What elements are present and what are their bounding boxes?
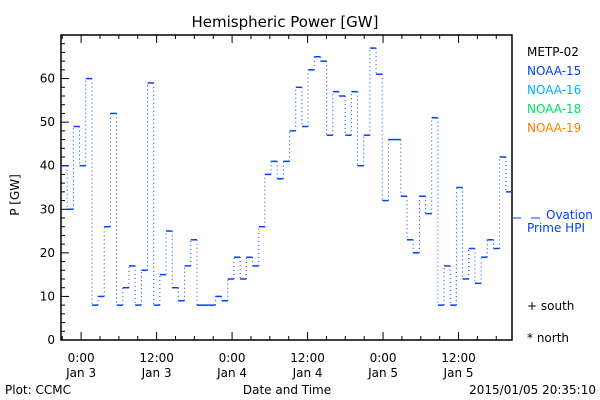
legend-item: METP-02 — [527, 45, 579, 59]
y-tick-label: 10 — [40, 289, 55, 303]
x-axis-label: Date and Time — [243, 383, 331, 397]
footer-credit: Plot: CCMC — [5, 383, 71, 397]
y-tick-label: 50 — [40, 115, 55, 129]
x-tick-label: 0:00 — [370, 351, 397, 365]
ovation-label-2: Prime HPI — [527, 221, 585, 235]
x-tick-date: Jan 5 — [443, 366, 474, 380]
x-tick-date: Jan 3 — [65, 366, 96, 380]
x-tick-date: Jan 3 — [141, 366, 172, 380]
x-tick-label: 12:00 — [290, 351, 325, 365]
legend-item: NOAA-15 — [527, 64, 581, 78]
south-marker-label: + south — [527, 299, 574, 313]
y-tick-label: 0 — [47, 333, 55, 347]
x-tick-label: 12:00 — [441, 351, 476, 365]
legend-item: NOAA-19 — [527, 121, 581, 135]
north-marker-label: * north — [527, 331, 569, 345]
footer-timestamp: 2015/01/05 20:35:10 — [469, 383, 596, 397]
legend-item: NOAA-18 — [527, 102, 581, 116]
y-axis-label: P [GW] — [8, 174, 22, 216]
chart-title: Hemispheric Power [GW] — [192, 13, 379, 31]
y-tick-label: 40 — [40, 159, 55, 173]
y-tick-label: 30 — [40, 202, 55, 216]
legend-item: NOAA-16 — [527, 83, 581, 97]
x-tick-label: 0:00 — [68, 351, 95, 365]
x-tick-label: 12:00 — [139, 351, 174, 365]
plot-frame — [60, 34, 513, 341]
ovation-label: Ovation — [546, 208, 593, 222]
y-tick-label: 60 — [40, 72, 55, 86]
x-tick-label: 0:00 — [219, 351, 246, 365]
x-tick-date: Jan 4 — [292, 366, 323, 380]
x-tick-date: Jan 5 — [367, 366, 398, 380]
y-tick-label: 20 — [40, 246, 55, 260]
x-tick-date: Jan 4 — [216, 366, 247, 380]
